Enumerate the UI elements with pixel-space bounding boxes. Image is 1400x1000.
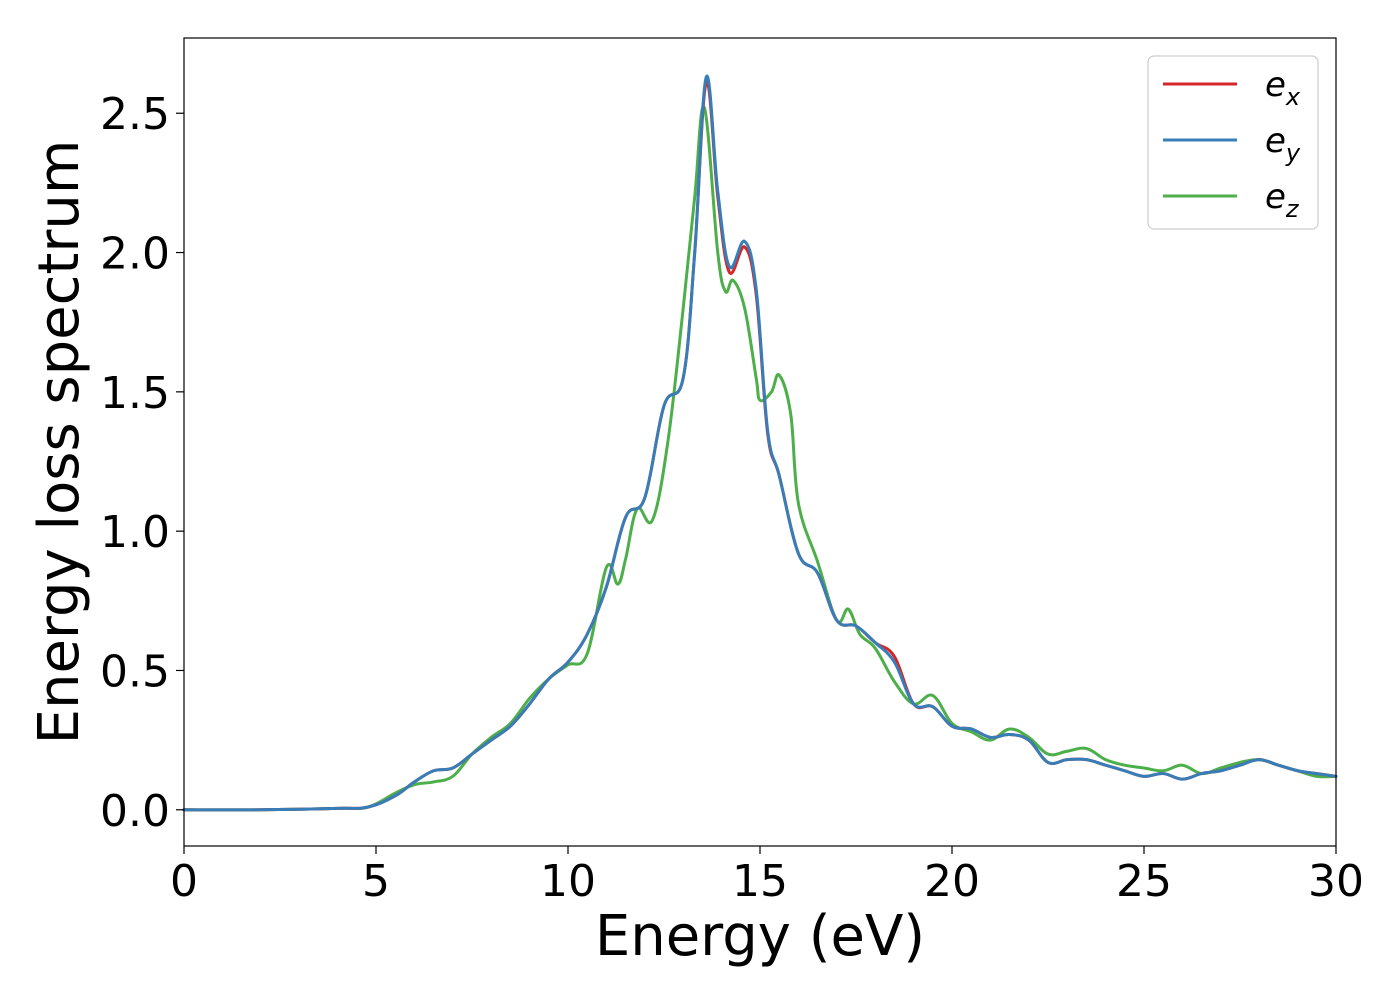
x-tick-label: 5 <box>362 856 390 907</box>
x-tick-label: 25 <box>1116 856 1172 907</box>
x-tick-label: 30 <box>1308 856 1364 907</box>
y-tick-label: 1.0 <box>100 507 170 558</box>
x-axis-ticks: 0 5 10 15 20 25 30 <box>170 846 1364 907</box>
x-axis-title: Energy (eV) <box>595 904 925 969</box>
y-tick-label: 0.5 <box>100 646 170 697</box>
y-tick-label: 2.5 <box>100 89 170 140</box>
legend-box <box>1147 55 1319 230</box>
series-line-ez <box>182 105 1338 812</box>
y-tick-label: 2.0 <box>100 229 170 280</box>
x-tick-label: 0 <box>170 856 198 907</box>
y-axis-ticks: 0.0 0.5 1.0 1.5 2.0 2.5 <box>100 89 184 837</box>
x-tick-label: 20 <box>924 856 980 907</box>
series-layer <box>182 74 1338 812</box>
x-tick-label: 15 <box>732 856 788 907</box>
y-tick-label: 1.5 <box>100 368 170 419</box>
series-line-ey <box>182 74 1338 812</box>
x-tick-label: 10 <box>540 856 596 907</box>
y-axis-title: Energy loss spectrum <box>27 140 92 745</box>
y-tick-label: 0.0 <box>100 786 170 837</box>
